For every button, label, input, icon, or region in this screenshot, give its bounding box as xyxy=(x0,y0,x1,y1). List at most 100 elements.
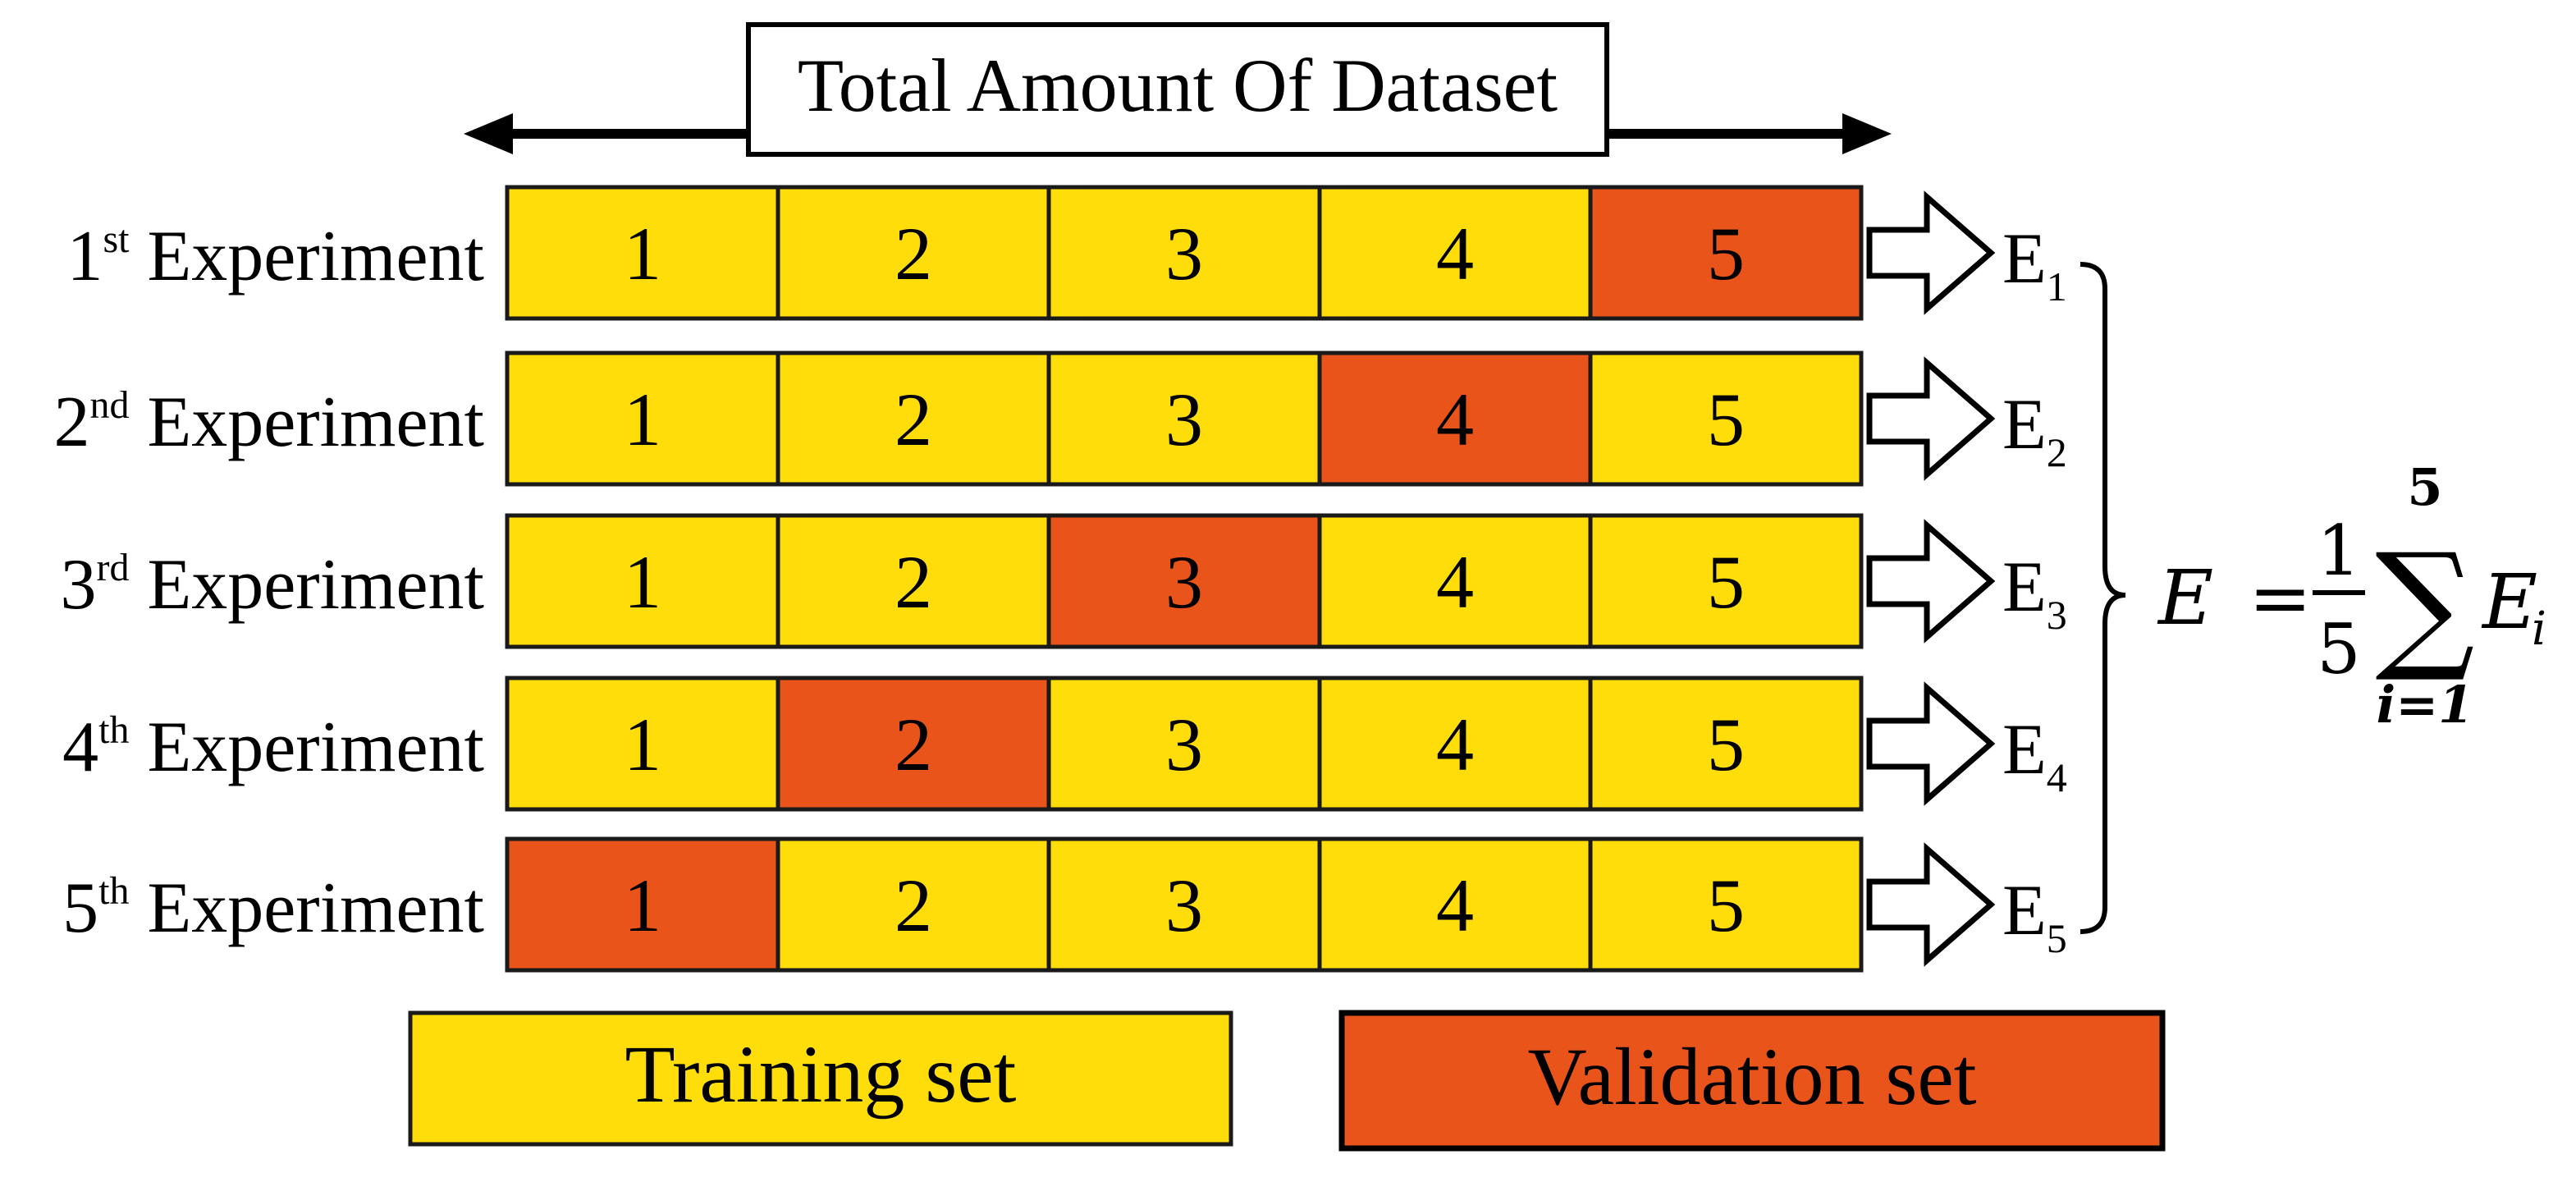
formula-term-sub: i xyxy=(2532,602,2546,656)
fold-cell-validation xyxy=(1317,350,1593,487)
experiment-row: 2nd Experiment 1 2 3 4 5 E2 xyxy=(53,350,2067,487)
fold-number: 1 xyxy=(624,864,661,947)
error-term: E2 xyxy=(2002,385,2067,475)
fold-number: 2 xyxy=(895,864,932,947)
experiment-word: Experiment xyxy=(147,868,484,948)
fold-cell-validation xyxy=(776,676,1051,812)
fold-number: 4 xyxy=(1436,212,1474,296)
fold-cell-training xyxy=(776,185,1051,321)
fold-number: 5 xyxy=(1707,864,1745,947)
experiment-word: Experiment xyxy=(147,383,484,462)
experiment-row: 4th Experiment 1 2 3 4 5 E4 xyxy=(62,676,2067,812)
error-term: E1 xyxy=(2002,219,2067,309)
formula-lhs: E xyxy=(2157,554,2213,642)
fold-cell-training xyxy=(1588,836,1864,973)
fold-number: 2 xyxy=(895,212,932,296)
experiment-row: 1st Experiment 1 2 3 4 5 E1 xyxy=(66,185,2067,321)
experiment-ordinal: 2 xyxy=(53,383,89,462)
error-base: E xyxy=(2002,710,2047,790)
fold-number: 4 xyxy=(1436,864,1474,947)
fold-cell-training xyxy=(505,676,780,812)
fold-number: 5 xyxy=(1707,703,1745,786)
fold-cell-training xyxy=(1046,836,1322,973)
fold-cell-training xyxy=(1317,836,1593,973)
dataset-title-box xyxy=(746,22,1609,157)
experiment-word: Experiment xyxy=(147,217,484,296)
fold-cell-training xyxy=(1588,350,1864,487)
fold-number: 4 xyxy=(1436,540,1474,624)
error-subscript: 4 xyxy=(2047,754,2067,800)
error-base: E xyxy=(2002,219,2047,299)
experiment-ordinal-suffix: nd xyxy=(89,383,129,427)
experiment-word: Experiment xyxy=(147,708,484,787)
fold-cell-training xyxy=(505,513,780,649)
experiment-ordinal-suffix: th xyxy=(98,708,129,752)
fold-cell-training xyxy=(1317,185,1593,321)
experiment-label: 1st Experiment xyxy=(66,189,484,296)
fold-number: 4 xyxy=(1436,703,1474,786)
result-arrow-icon xyxy=(1866,842,1996,967)
dataset-title: Total Amount Of Dataset xyxy=(798,44,1558,127)
experiment-label: 5th Experiment xyxy=(62,841,484,948)
fold-number: 1 xyxy=(624,703,661,786)
fold-cell-training xyxy=(776,836,1051,973)
experiment-ordinal-suffix: st xyxy=(103,218,130,261)
experiment-ordinal: 3 xyxy=(60,545,96,625)
result-arrow-icon xyxy=(1866,190,1996,315)
experiment-label: 3rd Experiment xyxy=(60,517,484,625)
result-arrow-icon xyxy=(1866,356,1996,481)
sigma-symbol: ∑ xyxy=(2375,524,2474,686)
fold-number: 1 xyxy=(624,540,661,624)
fold-number: 5 xyxy=(1707,378,1745,461)
fold-number: 3 xyxy=(1165,212,1203,296)
fold-number: 2 xyxy=(895,540,932,624)
summary-brace xyxy=(2080,262,2126,934)
experiment-ordinal: 1 xyxy=(66,217,103,296)
error-subscript: 3 xyxy=(2047,592,2067,638)
experiment-label: 4th Experiment xyxy=(62,680,484,787)
sum-upper-limit: 5 xyxy=(2407,457,2442,517)
error-subscript: 2 xyxy=(2047,429,2067,475)
fold-number: 5 xyxy=(1707,540,1745,624)
fold-number: 3 xyxy=(1165,540,1203,624)
fold-number: 1 xyxy=(624,212,661,296)
experiment-word: Experiment xyxy=(147,545,484,625)
error-subscript: 5 xyxy=(2047,915,2067,961)
experiment-ordinal: 4 xyxy=(62,708,98,787)
result-arrow-icon xyxy=(1866,519,1996,644)
fold-number: 5 xyxy=(1707,212,1745,296)
formula-term: E xyxy=(2481,558,2537,646)
fold-cell-training xyxy=(776,513,1051,649)
fold-cell-validation xyxy=(505,836,780,973)
fold-cell-training xyxy=(1046,185,1322,321)
error-term: E3 xyxy=(2002,547,2067,638)
experiment-row: 3rd Experiment 1 2 3 4 5 E3 xyxy=(60,513,2067,649)
legend: Training set Validation set xyxy=(408,1010,2166,1152)
result-arrow-icon xyxy=(1866,681,1996,806)
experiment-ordinal-suffix: rd xyxy=(96,546,129,589)
fold-number: 3 xyxy=(1165,864,1203,947)
fold-cell-training xyxy=(505,185,780,321)
sum-lower-limit: i=1 xyxy=(2377,675,2474,735)
experiment-ordinal: 5 xyxy=(62,868,98,948)
fold-cell-training xyxy=(1046,350,1322,487)
legend-training-label: Training set xyxy=(625,1029,1017,1120)
error-subscript: 1 xyxy=(2047,263,2067,309)
error-term: E4 xyxy=(2002,710,2067,800)
fold-number: 2 xyxy=(895,378,932,461)
error-base: E xyxy=(2002,871,2047,951)
fold-number: 1 xyxy=(624,378,661,461)
fold-cell-training xyxy=(776,350,1051,487)
fold-cell-training xyxy=(1588,513,1864,649)
fold-number: 3 xyxy=(1165,703,1203,786)
fold-number: 3 xyxy=(1165,378,1203,461)
formula-denominator: 5 xyxy=(2317,609,2360,690)
fold-number: 4 xyxy=(1436,378,1474,461)
average-error-formula: E = 1 5 ∑ 5 i=1 E i xyxy=(2157,457,2546,735)
fold-number: 2 xyxy=(895,703,932,786)
error-base: E xyxy=(2002,385,2047,465)
legend-validation-label: Validation set xyxy=(1527,1031,1976,1122)
formula-equals: = xyxy=(2249,554,2312,642)
